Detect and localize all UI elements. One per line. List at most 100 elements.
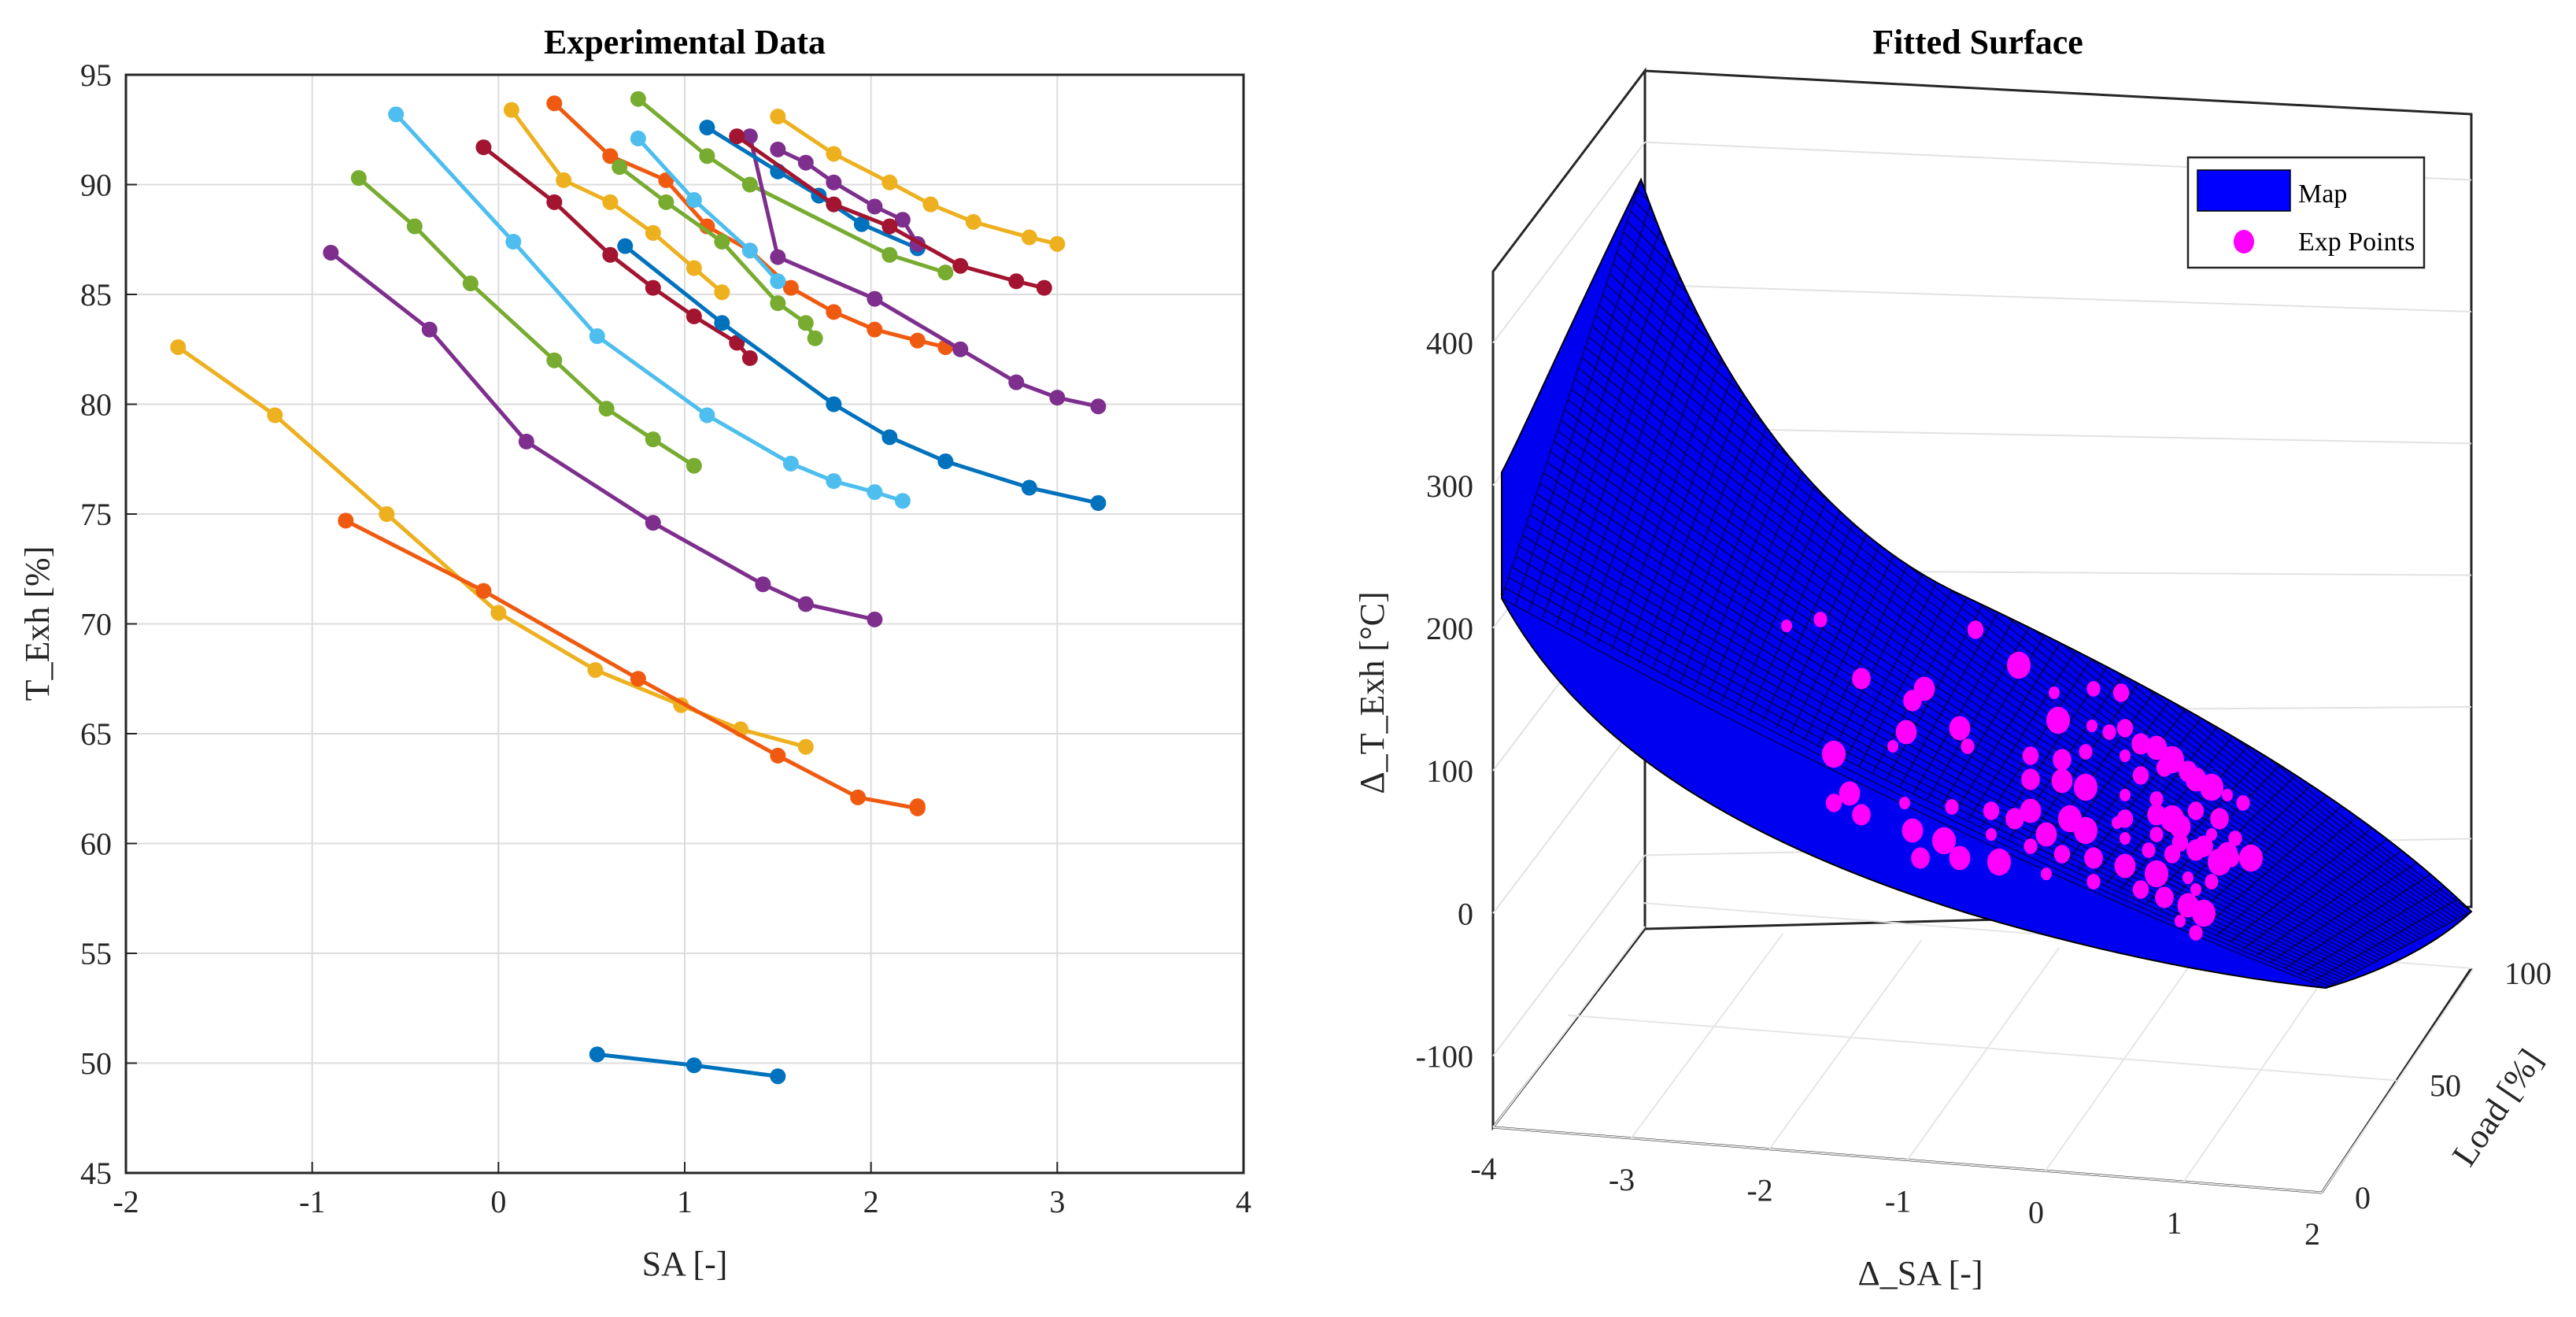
data-point: [1021, 479, 1037, 496]
exp-point: [2084, 847, 2103, 869]
data-point: [630, 91, 646, 107]
data-point: [952, 341, 969, 357]
data-point: [699, 148, 715, 165]
data-point: [853, 216, 870, 232]
data-point: [867, 321, 883, 338]
exp-point: [2005, 808, 2024, 830]
side-wall-gridline: [1492, 712, 1646, 914]
data-point: [867, 484, 883, 501]
data-point: [881, 246, 898, 263]
data-point: [826, 174, 842, 191]
x-tick-label: -4: [1470, 1151, 1496, 1186]
exp-point: [2086, 719, 2097, 733]
exp-point: [2187, 801, 2205, 820]
left-ticks: -2 -1 0 1 2 3 4 45 50 55 60 65 70 75 80 85 90 95: [80, 57, 1251, 1219]
left-series-group: [170, 91, 1107, 1085]
x-tick-label: 1: [2167, 1205, 2182, 1241]
exp-point: [1987, 848, 2011, 876]
z-tick-label: 0: [1458, 896, 1473, 931]
data-point: [741, 128, 758, 145]
exp-point: [2200, 773, 2223, 801]
series-17: [729, 128, 1052, 296]
data-point: [741, 176, 758, 193]
exp-point: [1932, 827, 1956, 855]
back-wall-gridline: [1644, 283, 2472, 313]
exp-point: [2208, 848, 2231, 876]
data-point: [952, 257, 969, 274]
left-y-tick-label: 75: [80, 497, 112, 532]
data-point: [881, 429, 898, 446]
exp-point: [1822, 740, 1846, 768]
exp-point: [2189, 925, 2203, 941]
exp-point: [2074, 773, 2097, 801]
floor-x-gridline: [1906, 946, 2060, 1161]
data-point: [782, 279, 799, 296]
exp-points-group: [1781, 612, 2263, 941]
series-12: [630, 91, 954, 281]
side-wall-gridline: [1492, 854, 1646, 1057]
floor-x-gridline: [1492, 926, 1646, 1128]
data-point: [699, 407, 715, 424]
data-point: [546, 95, 563, 112]
exp-point: [2120, 788, 2131, 802]
series-9: [546, 95, 954, 355]
data-point: [850, 789, 867, 805]
data-point: [379, 506, 395, 522]
exp-point: [2046, 706, 2070, 734]
left-y-tick-label: 95: [80, 57, 112, 93]
floor-y-gridline: [1492, 1126, 2323, 1193]
legend-map-swatch: [2197, 169, 2291, 212]
exp-point: [1813, 612, 1828, 627]
data-point: [475, 583, 492, 599]
data-point: [729, 128, 745, 145]
data-point: [867, 198, 883, 215]
series-5: [350, 170, 702, 474]
exp-point: [2149, 791, 2164, 807]
z-tick-label: 400: [1426, 326, 1473, 361]
data-point: [881, 218, 898, 235]
data-point: [686, 192, 702, 209]
data-point: [612, 159, 628, 176]
left-y-tick-label: 65: [80, 716, 112, 752]
exp-point: [2020, 798, 2042, 823]
exp-point: [1825, 794, 1842, 812]
data-point: [755, 576, 771, 593]
exp-point: [1967, 620, 1984, 639]
floor-x-gridline: [2045, 953, 2198, 1171]
exp-point: [2112, 683, 2130, 702]
data-point: [714, 284, 730, 301]
right-chart-title: Fitted Surface: [1872, 23, 2083, 61]
x-tick-label: 2: [2304, 1216, 2320, 1252]
data-point: [797, 154, 814, 171]
data-point: [589, 328, 605, 345]
data-point: [1036, 279, 1052, 296]
exp-point: [2051, 768, 2073, 794]
exp-point: [2074, 816, 2097, 845]
data-point: [770, 141, 786, 157]
data-point: [770, 249, 786, 265]
exp-point: [2142, 842, 2156, 858]
data-point: [490, 605, 507, 621]
exp-point: [2116, 719, 2134, 738]
exp-point: [2149, 827, 2164, 842]
data-point: [338, 512, 354, 529]
floor-x-gridline: [2182, 960, 2337, 1182]
exp-point: [2186, 839, 2205, 861]
data-point: [505, 234, 522, 250]
x-tick-label: 0: [2028, 1194, 2044, 1230]
data-point: [598, 401, 615, 417]
exp-point: [2132, 880, 2149, 899]
data-point: [894, 493, 911, 509]
data-point: [699, 119, 715, 135]
exp-point: [2155, 886, 2174, 908]
exp-point: [2053, 845, 2071, 864]
exp-point: [1899, 796, 1910, 810]
exp-point: [2102, 724, 2116, 740]
data-point: [1049, 235, 1066, 252]
exp-point: [2049, 686, 2060, 700]
exp-point: [1911, 847, 1930, 869]
data-point: [630, 130, 646, 146]
data-point: [1090, 398, 1107, 415]
